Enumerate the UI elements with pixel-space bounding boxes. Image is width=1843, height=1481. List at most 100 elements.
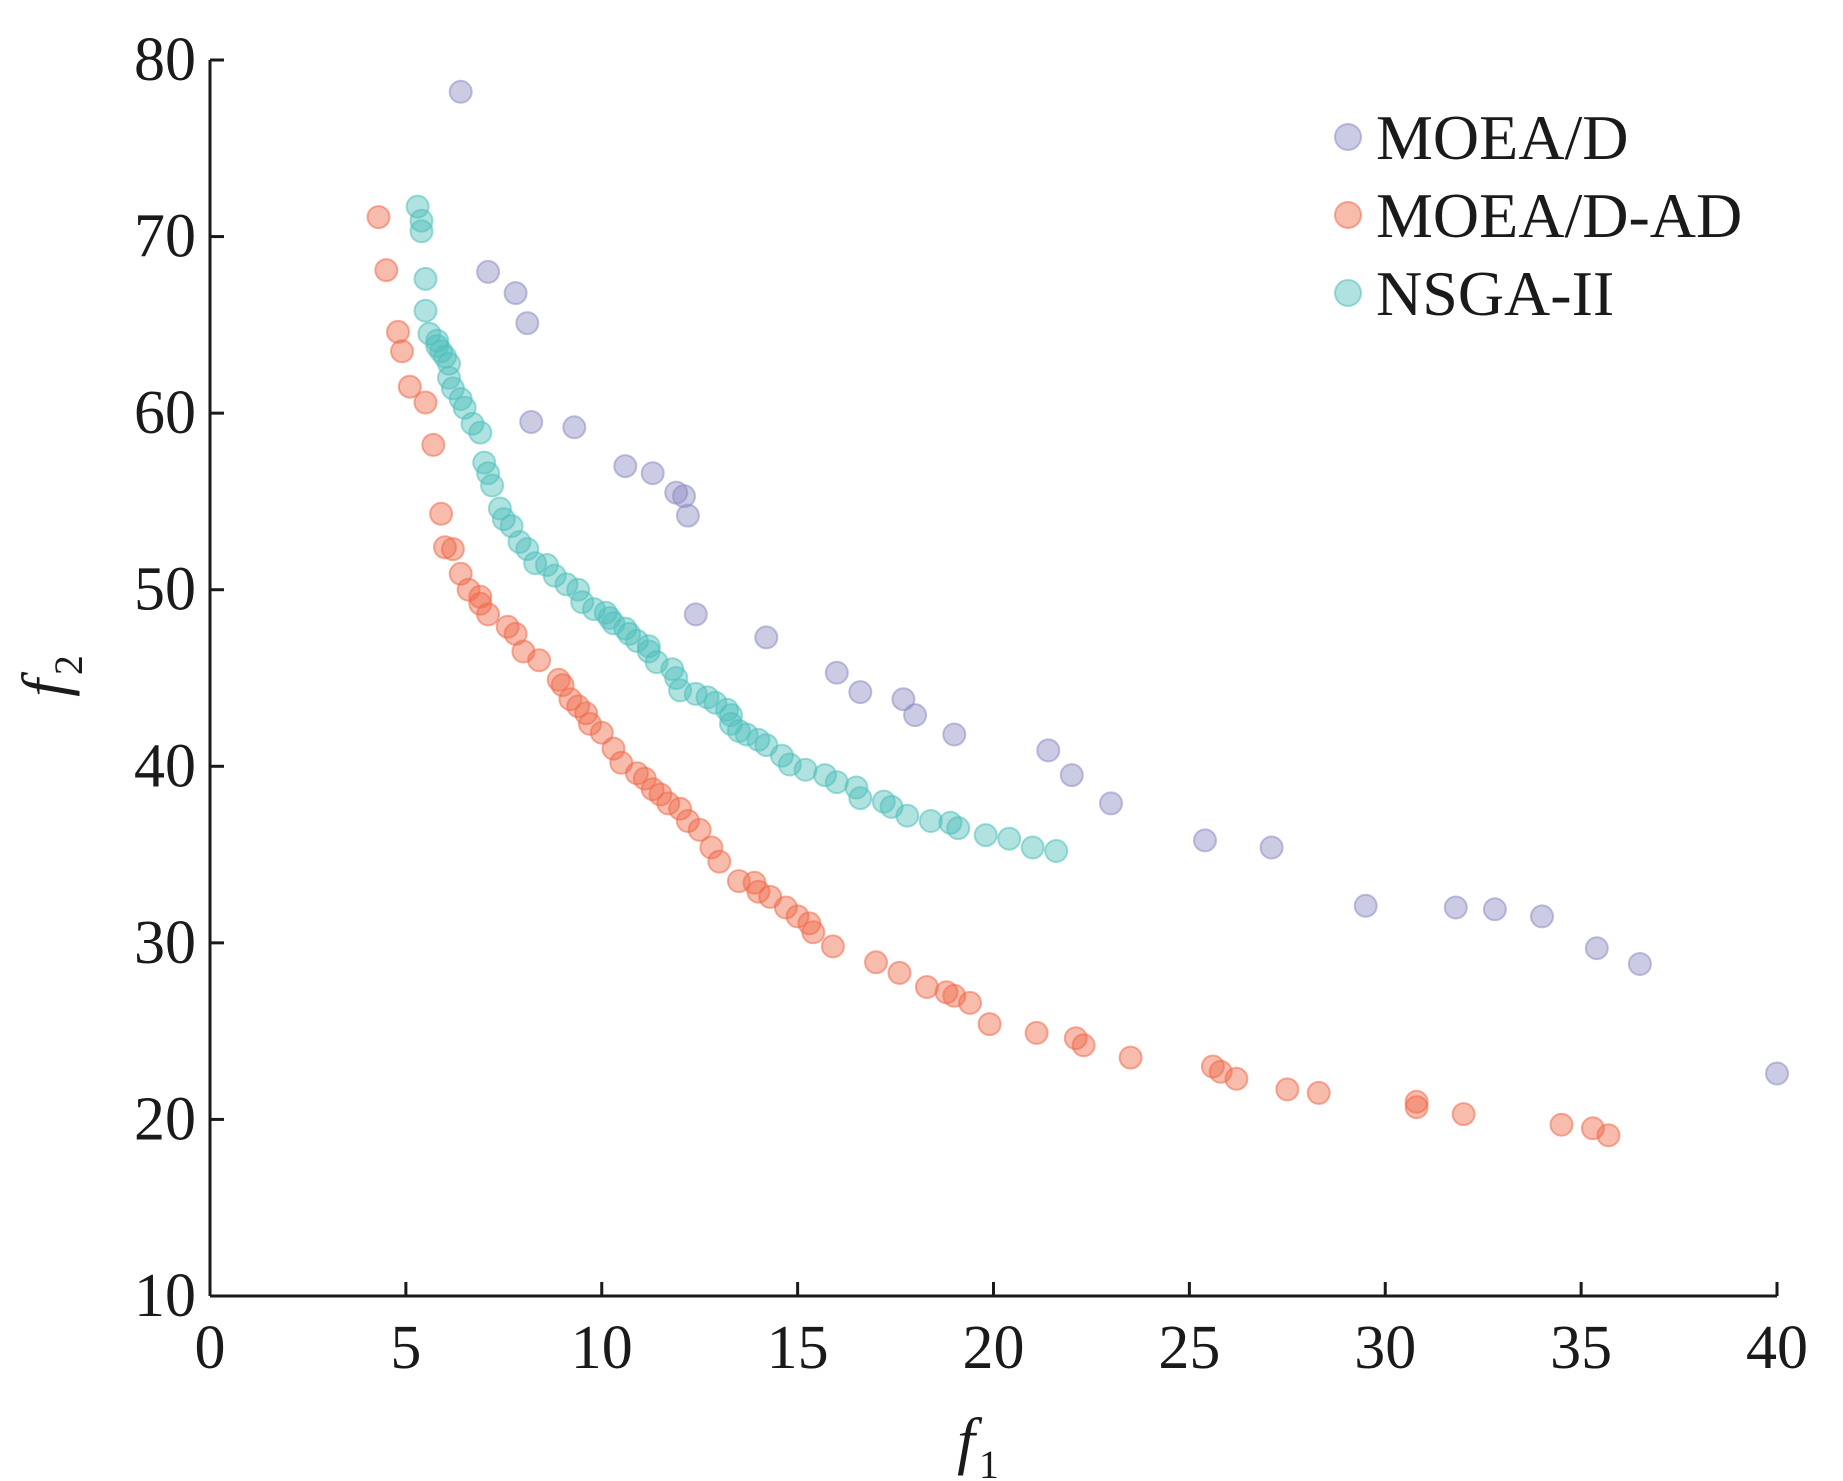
legend-label: MOEA/D-AD <box>1376 180 1742 251</box>
data-point <box>554 572 579 597</box>
data-point <box>1596 1123 1621 1148</box>
data-point <box>864 950 888 975</box>
legend-label: MOEA/D <box>1376 102 1628 173</box>
data-point <box>1059 763 1084 788</box>
data-point <box>734 722 759 747</box>
data-point <box>519 410 544 434</box>
data-point <box>848 680 873 705</box>
data-point <box>1118 1045 1143 1070</box>
data-point <box>578 711 602 736</box>
x-tick-label: 25 <box>1158 1314 1220 1382</box>
y-tick-label: 80 <box>134 26 196 94</box>
data-point <box>1549 1112 1574 1137</box>
x-ticks: 0 5 10 15 20 25 30 35 40 <box>195 1282 1808 1382</box>
data-point <box>480 473 505 498</box>
data-point <box>824 770 849 795</box>
data-point <box>687 817 712 842</box>
y-ticks: 10 20 30 40 50 60 70 80 <box>134 26 224 1330</box>
data-point <box>1275 1077 1300 1102</box>
x-tick-label: 15 <box>767 1314 829 1382</box>
data-point <box>1099 791 1123 816</box>
data-point <box>421 432 446 457</box>
data-point <box>997 826 1022 851</box>
data-point <box>683 602 708 627</box>
y-tick-label: 20 <box>134 1085 196 1153</box>
data-point <box>503 281 528 306</box>
data-point <box>413 266 438 291</box>
data-point <box>429 501 454 526</box>
legend-marker <box>1334 279 1362 307</box>
data-point <box>668 796 693 821</box>
data-point <box>958 990 982 1015</box>
data-point <box>785 904 810 929</box>
y-tick-label: 40 <box>134 732 196 800</box>
data-point <box>366 205 391 230</box>
x-tick-label: 10 <box>571 1314 633 1382</box>
data-point <box>440 537 465 562</box>
data-point <box>1443 895 1468 920</box>
y-axis: 10 20 30 40 50 60 70 80 f2 <box>9 26 224 1330</box>
data-point <box>801 920 826 945</box>
data-point <box>1482 897 1507 922</box>
data-point <box>903 703 928 728</box>
series-nsga-ii <box>405 194 1069 863</box>
data-point <box>405 194 430 219</box>
data-point <box>448 79 473 104</box>
x-tick-label: 5 <box>390 1314 421 1382</box>
data-point <box>672 484 696 509</box>
data-point <box>527 648 552 673</box>
data-point <box>848 786 873 811</box>
data-point <box>640 461 665 486</box>
data-point <box>1765 1061 1789 1086</box>
data-point <box>977 1012 1002 1037</box>
data-point <box>813 763 837 788</box>
data-point <box>675 503 700 528</box>
data-point <box>515 311 540 336</box>
data-point <box>703 690 728 715</box>
data-point <box>1306 1080 1331 1105</box>
data-point <box>942 722 967 747</box>
data-point <box>476 259 501 284</box>
legend-label: NSGA-II <box>1376 258 1614 329</box>
data-point <box>746 879 771 904</box>
y-tick-label: 30 <box>134 909 196 977</box>
data-point <box>895 803 920 828</box>
data-point <box>1020 835 1045 860</box>
legend-marker <box>1334 201 1362 229</box>
x-tick-label: 35 <box>1550 1314 1612 1382</box>
data-point <box>793 757 818 782</box>
data-point <box>1404 1089 1429 1114</box>
data-point <box>613 454 638 479</box>
data-point <box>1353 893 1378 918</box>
data-point <box>1044 839 1069 863</box>
y-tick-label: 10 <box>134 1262 196 1330</box>
data-point <box>1259 835 1284 860</box>
data-point <box>914 975 939 999</box>
y-tick-label: 70 <box>134 203 196 271</box>
data-point <box>1024 1020 1049 1045</box>
x-tick-label: 0 <box>195 1314 226 1382</box>
data-point <box>891 687 916 712</box>
data-point <box>824 660 849 685</box>
data-point <box>1451 1102 1476 1127</box>
data-point <box>1224 1066 1249 1091</box>
data-point <box>707 849 732 874</box>
data-point <box>820 934 845 959</box>
x-tick-label: 20 <box>963 1314 1025 1382</box>
data-point <box>946 816 971 841</box>
y-axis-title: f2 <box>9 655 91 697</box>
data-point <box>1530 904 1554 929</box>
data-points <box>366 79 1789 1148</box>
data-point <box>562 415 587 440</box>
data-point <box>1036 738 1061 763</box>
data-point <box>1404 1095 1429 1120</box>
data-point <box>476 602 501 627</box>
data-point <box>390 339 414 364</box>
data-point <box>656 791 681 816</box>
data-point <box>397 374 422 399</box>
data-point <box>589 720 614 745</box>
data-point <box>433 535 457 560</box>
data-point <box>1584 936 1609 961</box>
